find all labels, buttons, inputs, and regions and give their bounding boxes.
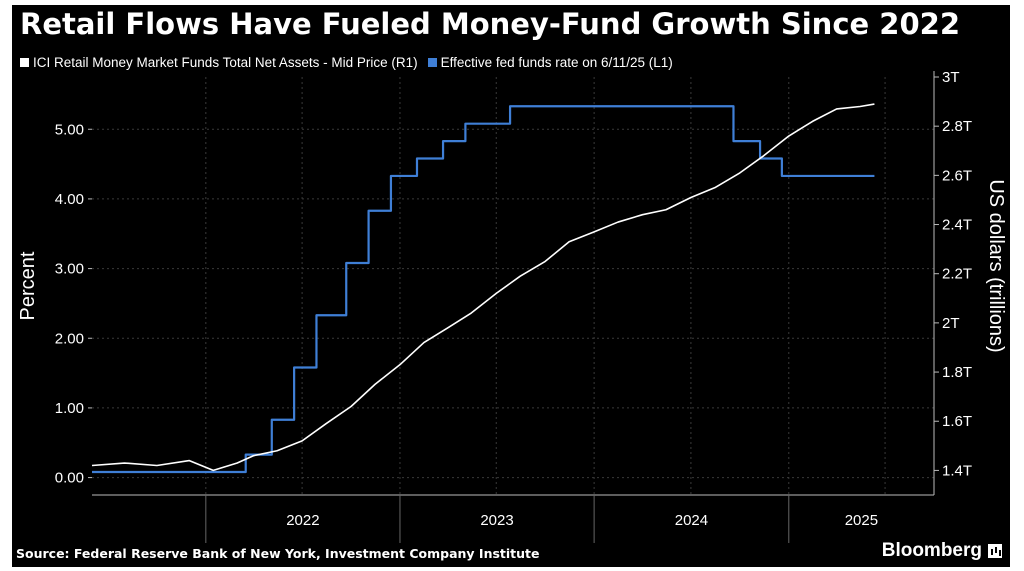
fed-funds-rate-line bbox=[92, 105, 875, 474]
right-tick-label: 2.2T bbox=[942, 266, 972, 283]
source-note: Source: Federal Reserve Bank of New York… bbox=[16, 546, 540, 561]
right-tick-label: 2.8T bbox=[942, 118, 972, 135]
left-tick-label: 1.00 bbox=[55, 400, 84, 417]
money-fund-assets-line bbox=[91, 103, 875, 472]
left-tick-label: 0.00 bbox=[55, 470, 84, 487]
left-axis-title: Percent bbox=[17, 251, 39, 320]
right-tick-label: 1.8T bbox=[942, 364, 972, 381]
x-tick-label: 2023 bbox=[480, 512, 513, 529]
legend-item-fed-funds: Effective fed funds rate on 6/11/25 (L1) bbox=[427, 54, 673, 70]
legend: ICI Retail Money Market Funds Total Net … bbox=[20, 53, 683, 71]
right-tick-label: 2.4T bbox=[942, 217, 972, 234]
brand-text: Bloomberg bbox=[881, 540, 982, 561]
right-tick-label: 3T bbox=[942, 69, 960, 86]
right-tick-label: 1.6T bbox=[942, 413, 972, 430]
x-tick-label: 2024 bbox=[675, 512, 708, 529]
left-tick-label: 5.00 bbox=[55, 121, 84, 138]
right-tick-label: 2T bbox=[942, 315, 960, 332]
chart-frame: Retail Flows Have Fueled Money-Fund Grow… bbox=[12, 5, 1010, 567]
bloomberg-logo: Bloomberg bbox=[882, 540, 1002, 562]
left-tick-label: 3.00 bbox=[55, 261, 84, 278]
plot-area: 0.00 1.00 2.00 3.00 4.00 5.00 1.4T 1.6T 1.8T 2T 2.… bbox=[17, 69, 1007, 543]
chart-title: Retail Flows Have Fueled Money-Fund Grow… bbox=[20, 7, 960, 41]
right-tick-label: 1.4T bbox=[942, 462, 972, 479]
legend-label-fed-funds: Effective fed funds rate on 6/11/25 (L1) bbox=[440, 54, 673, 70]
legend-swatch-fed-funds bbox=[427, 57, 437, 67]
x-tick-label: 2022 bbox=[286, 512, 319, 529]
left-tick-label: 2.00 bbox=[55, 330, 84, 347]
right-tick-label: 2.6T bbox=[942, 167, 972, 184]
x-tick-label: 2025 bbox=[845, 512, 878, 529]
legend-label-assets: ICI Retail Money Market Funds Total Net … bbox=[33, 54, 418, 70]
bloomberg-chart-icon bbox=[988, 544, 1002, 558]
right-axis-title: US dollars (trillions) bbox=[985, 179, 1007, 352]
legend-item-assets: ICI Retail Money Market Funds Total Net … bbox=[20, 55, 418, 70]
legend-swatch-assets bbox=[20, 57, 29, 67]
left-tick-label: 4.00 bbox=[55, 191, 84, 208]
